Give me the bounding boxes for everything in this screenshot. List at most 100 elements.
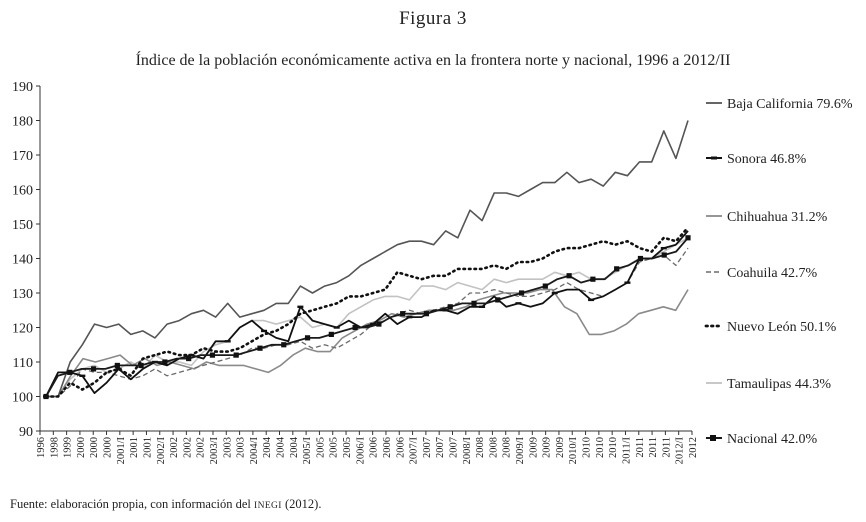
- series-point-nacional: [209, 352, 216, 358]
- series-point-nacional: [518, 290, 525, 296]
- x-tick-label: 2009: [528, 437, 539, 458]
- legend-label-chihuahua: Chihuahua 31.2%: [727, 210, 828, 225]
- x-tick-label: 2001: [129, 437, 140, 458]
- series-line-tamaulipas: [46, 237, 689, 398]
- x-tick-label: 2005: [315, 437, 326, 458]
- source-prefix: Fuente: elaboración propia, con informac…: [10, 497, 255, 511]
- x-tick-label: 2003: [236, 437, 247, 458]
- x-tick-label: 2004/I: [249, 437, 260, 465]
- x-tick-label: 2005/I: [302, 437, 313, 465]
- legend-label-nuevo-le-n: Nuevo León 50.1%: [727, 320, 837, 335]
- series-point-nacional: [400, 311, 406, 317]
- y-tick-label: 150: [12, 218, 33, 233]
- x-tick-label: 2012: [688, 437, 699, 458]
- x-tick-label: 2010: [595, 437, 606, 458]
- series-line-baja-california: [46, 120, 689, 398]
- x-tick-label: 2002: [182, 437, 193, 458]
- series-point-nacional: [590, 276, 596, 282]
- series-point-nacional: [614, 266, 620, 272]
- x-tick-label: 2004: [276, 436, 287, 458]
- y-tick-label: 170: [12, 149, 33, 164]
- x-tick-label: 2010/I: [568, 437, 579, 465]
- x-tick-label: 2008: [475, 437, 486, 458]
- series-line-sonora: [45, 230, 689, 397]
- x-tick-label: 2000: [103, 437, 114, 458]
- x-tick-label: 2007/I: [409, 437, 420, 465]
- source-suffix: (2012).: [281, 497, 322, 511]
- series-point-nacional: [186, 355, 192, 362]
- x-tick-label: 2002: [169, 437, 180, 458]
- x-tick-label: 1998: [49, 437, 60, 458]
- chart-title: Índice de la población económicamente ac…: [135, 52, 731, 69]
- x-tick-label: 2007: [448, 437, 459, 458]
- x-tick-label: 2006: [395, 437, 406, 458]
- series-line-chihuahua: [46, 288, 689, 398]
- y-tick-label: 180: [12, 115, 33, 130]
- x-tick-label: 1999: [63, 437, 74, 458]
- x-tick-label: 2006/I: [355, 437, 366, 465]
- legend-label-coahuila: Coahuila 42.7%: [727, 266, 818, 281]
- series-point-nacional: [90, 366, 97, 372]
- x-tick-label: 2005: [342, 437, 353, 458]
- series-point-nacional: [447, 304, 453, 310]
- x-tick-label: 2008/I: [462, 437, 473, 465]
- legend-marker-nacional: [710, 435, 716, 441]
- x-tick-label: 2009/I: [515, 437, 526, 465]
- series-point-nacional: [114, 362, 120, 369]
- x-tick-label: 2011/I: [621, 437, 632, 465]
- series-point-nacional: [637, 255, 644, 262]
- x-tick-label: 2000: [76, 437, 87, 458]
- series-point-nacional: [423, 311, 430, 317]
- series-point-nacional: [542, 283, 548, 289]
- chart-legend: Baja California 79.6% Sonora 46.8% Chihuah…: [704, 97, 853, 447]
- series-point-nacional: [257, 345, 263, 351]
- legend-label-tamaulipas: Tamaulipas 44.3%: [727, 377, 831, 392]
- series-line-nuevo-le-n: [44, 226, 690, 398]
- y-tick-label: 120: [12, 322, 33, 337]
- series-point-nacional: [138, 362, 144, 369]
- y-tick-label: 160: [12, 184, 33, 199]
- x-tick-label: 2004: [289, 436, 300, 458]
- x-tick-label: 2007: [435, 437, 446, 458]
- y-tick-label: 110: [13, 356, 33, 371]
- series-point-nacional: [304, 335, 311, 341]
- y-tick-label: 190: [12, 80, 33, 95]
- series-point-nacional: [471, 300, 477, 306]
- x-tick-label: 2012/I: [675, 437, 686, 465]
- figure-label: Figura 3: [399, 8, 467, 29]
- x-tick-label: 2002: [196, 437, 207, 458]
- x-tick-label: 2009: [555, 437, 566, 458]
- x-tick-label: 2005: [329, 437, 340, 458]
- x-tick-label: 2006: [369, 437, 380, 458]
- legend-label-sonora: Sonora 46.8%: [727, 152, 807, 167]
- x-tick-label: 2001: [142, 437, 153, 458]
- x-tick-label: 2004: [262, 436, 273, 458]
- x-tick-label: 2006: [382, 437, 393, 458]
- legend-label-nacional: Nacional 42.0%: [727, 432, 818, 447]
- source-note: Fuente: elaboración propia, con informac…: [10, 497, 321, 512]
- series-point-nacional: [352, 324, 358, 331]
- series-point-nacional: [685, 235, 691, 241]
- y-tick-label: 130: [12, 287, 33, 302]
- series-line-nacional: [45, 237, 689, 397]
- series-point-nacional: [162, 359, 168, 365]
- series-point-nacional: [67, 369, 73, 375]
- legend-label-baja-california: Baja California 79.6%: [727, 97, 853, 112]
- x-tick-label: 2010: [582, 437, 593, 458]
- x-tick-label: 2003/I: [209, 437, 220, 465]
- chart-axes: 90 100 110 120 130 140 150 160 170 180 190 1996 1998…: [12, 80, 699, 464]
- x-tick-label: 2002/I: [156, 437, 167, 465]
- source-org: INEGI: [254, 501, 282, 511]
- series-point-nacional: [495, 297, 501, 303]
- series-layer: [43, 120, 691, 400]
- series-point-nacional: [281, 342, 287, 348]
- series-point-nacional: [566, 273, 572, 279]
- x-tick-label: 2007: [422, 437, 433, 458]
- series-point-nacional: [43, 393, 49, 400]
- x-tick-label: 2000: [89, 437, 100, 458]
- x-tick-label: 2009: [542, 437, 553, 458]
- series-point-nacional: [233, 352, 239, 358]
- series-point-nacional: [376, 321, 382, 327]
- x-tick-label: 2001/I: [116, 437, 127, 465]
